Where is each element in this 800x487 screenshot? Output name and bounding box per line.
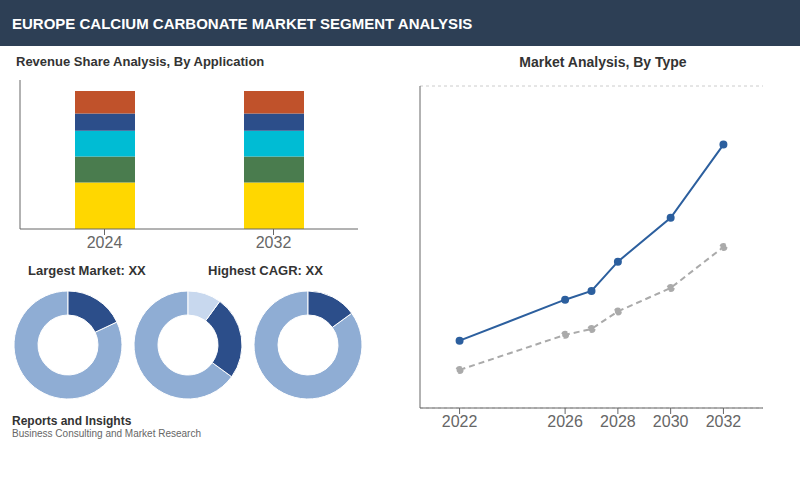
html-text:Market Analysis, By Type: Market Analysis, By Type	[519, 54, 687, 70]
svg-text:2028: 2028	[600, 413, 636, 430]
html-text:EUROPE CALCIUM CARBONATE MARKE: EUROPE CALCIUM CARBONATE MARKET SEGMENT …	[12, 14, 473, 32]
svg-text:2024: 2024	[87, 234, 123, 251]
svg-text:2032: 2032	[706, 413, 742, 430]
svg-text:2032: 2032	[256, 234, 292, 251]
html-text:Revenue Share Analysis, By App: Revenue Share Analysis, By Application	[16, 54, 265, 69]
svg-text:2022: 2022	[442, 413, 478, 430]
html-text:Largest Market: XX: Largest Market: XX	[28, 263, 146, 278]
svg-text:2030: 2030	[653, 413, 689, 430]
html-text:Reports and Insights: Reports and Insights	[12, 414, 132, 428]
html-text:Highest CAGR: XX: Highest CAGR: XX	[208, 263, 323, 278]
svg-text:2026: 2026	[547, 413, 583, 430]
html-text:Business Consulting and Market: Business Consulting and Market Research	[12, 428, 201, 439]
